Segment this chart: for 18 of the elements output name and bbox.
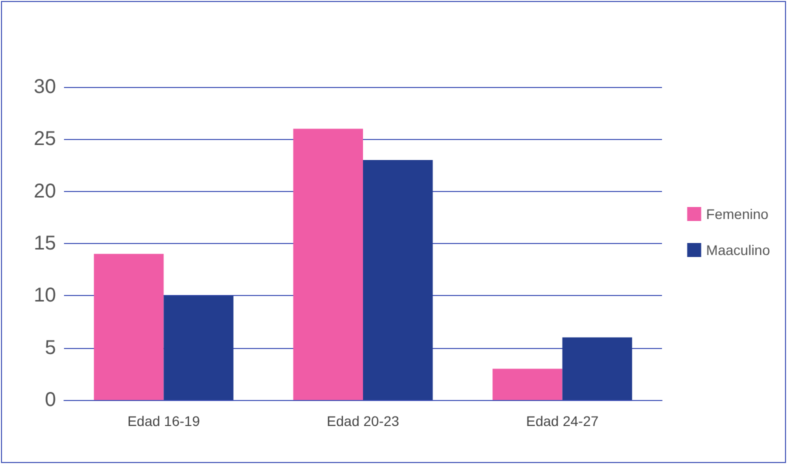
legend-label: Maaculino — [706, 242, 770, 258]
bar — [164, 296, 234, 400]
bar — [293, 128, 363, 400]
y-tick-label: 30 — [34, 76, 56, 98]
bar — [94, 254, 164, 400]
y-tick-label: 10 — [34, 284, 56, 307]
x-tick-label: Edad 24-27 — [526, 413, 599, 429]
legend-label: Femenino — [706, 206, 769, 222]
y-tick-label: 20 — [34, 180, 56, 202]
x-tick-label: Edad 20-23 — [326, 413, 400, 429]
bar — [562, 337, 632, 400]
y-tick-label: 5 — [44, 336, 56, 359]
y-tick-label: 25 — [34, 128, 56, 150]
y-tick-label: 0 — [44, 389, 56, 411]
bar — [363, 160, 433, 400]
bar — [492, 368, 562, 400]
y-tick-label: 15 — [34, 232, 56, 254]
x-tick-label: Edad 16-19 — [127, 413, 200, 429]
